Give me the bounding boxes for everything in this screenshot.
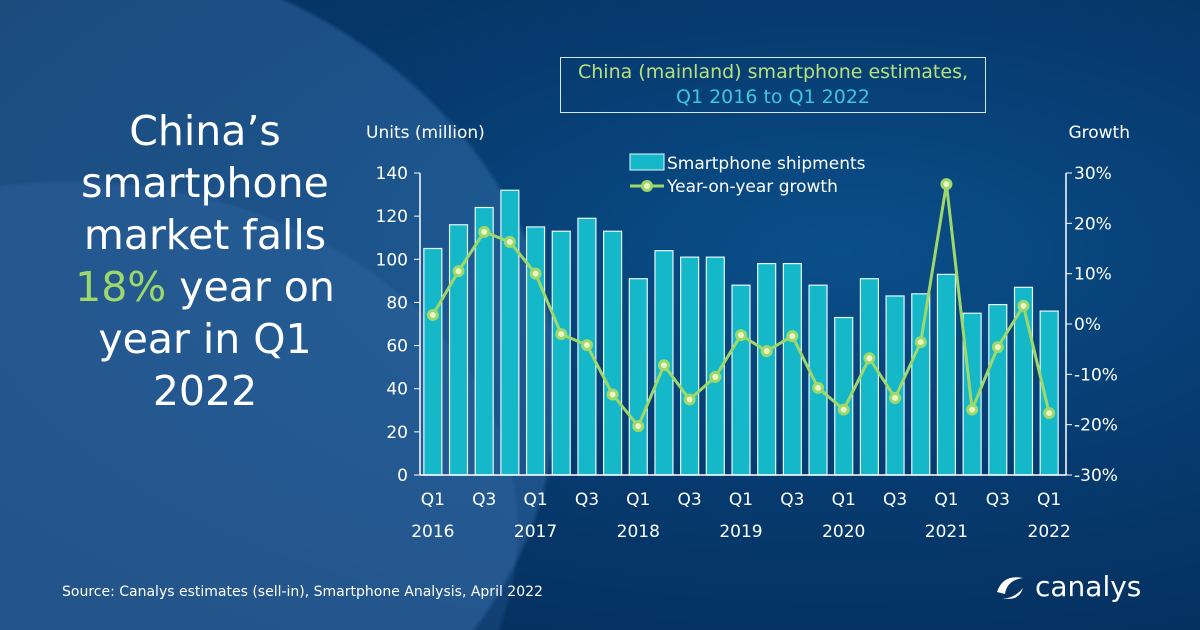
- bar-shipments: [782, 263, 802, 476]
- growth-point: [837, 403, 850, 416]
- headline-line: China’s: [129, 107, 281, 155]
- y-axis-label: Units (million): [366, 123, 485, 143]
- x-tick-label: Q1: [1037, 490, 1061, 510]
- x-tick-label: Q1: [832, 490, 856, 510]
- growth-point: [735, 329, 747, 342]
- y2-tick-label: 30%: [1074, 164, 1112, 184]
- headline-line: 2022: [152, 367, 258, 415]
- bar-shipments: [859, 278, 879, 476]
- bar-shipments: [911, 293, 931, 476]
- growth-point: [426, 308, 439, 321]
- bar-shipments: [603, 230, 623, 476]
- bar-shipments: [680, 256, 700, 476]
- growth-point: [786, 330, 799, 343]
- bar-shipments: [988, 303, 1008, 476]
- growth-point: [940, 178, 953, 191]
- growth-point: [1017, 299, 1030, 312]
- y2-tick-label: -30%: [1074, 466, 1118, 486]
- growth-point: [991, 341, 1004, 354]
- growth-point: [863, 352, 876, 365]
- y2-tick-label: -10%: [1074, 365, 1118, 385]
- canalys-logo: canalys: [993, 570, 1141, 603]
- growth-point: [555, 328, 568, 341]
- y-tick-label: 0: [397, 466, 408, 486]
- growth-point: [529, 267, 542, 280]
- bar-shipments: [808, 284, 828, 476]
- chart-title-box: China (mainland) smartphone estimates, Q…: [560, 57, 986, 113]
- y2-axis-label: Growth: [1068, 123, 1130, 143]
- headline: China’s smartphone market falls 18% year…: [40, 105, 370, 417]
- growth-point: [503, 235, 516, 248]
- x-tick-label: Q3: [678, 490, 702, 510]
- growth-point: [606, 388, 619, 401]
- headline-line: market falls: [83, 211, 327, 259]
- y-tick-label: 140: [376, 164, 408, 184]
- growth-point: [657, 359, 670, 372]
- legend-line-marker: [641, 180, 653, 192]
- chart-title: China (mainland) smartphone estimates,: [577, 61, 969, 83]
- x-tick-label: Q3: [575, 490, 599, 510]
- growth-point: [683, 393, 696, 406]
- growth-point: [760, 345, 773, 358]
- growth-point: [1043, 407, 1056, 420]
- legend-bar-swatch: [629, 153, 665, 171]
- y-tick-label: 20: [386, 423, 408, 443]
- legend-label: Year-on-year growth: [666, 177, 838, 197]
- x-tick-year: 2020: [822, 522, 865, 542]
- x-tick-year: 2021: [925, 522, 968, 542]
- bar-shipments: [551, 230, 571, 476]
- x-tick-year: 2017: [514, 522, 557, 542]
- x-tick-year: 2016: [411, 522, 454, 542]
- bar-shipments: [936, 273, 957, 476]
- headline-line: smartphone: [81, 159, 329, 207]
- growth-point: [812, 381, 825, 394]
- x-tick-label: Q1: [626, 490, 650, 510]
- y-tick-label: 120: [376, 207, 408, 227]
- canalys-logo-icon: [997, 576, 1023, 599]
- growth-point: [889, 391, 902, 404]
- bar-shipments: [474, 206, 494, 476]
- growth-point: [478, 225, 491, 238]
- bar-shipments: [500, 189, 520, 476]
- x-tick-label: Q3: [472, 490, 496, 510]
- growth-point: [914, 336, 927, 349]
- x-tick-label: Q3: [780, 490, 804, 510]
- x-tick-label: Q1: [421, 490, 445, 510]
- source-note: Source: Canalys estimates (sell-in), Sma…: [62, 584, 543, 600]
- headline-highlight: 18%: [75, 263, 167, 311]
- x-tick-label: Q3: [883, 490, 907, 510]
- y-tick-label: 100: [376, 250, 408, 270]
- x-tick-label: Q1: [729, 490, 753, 510]
- chart-subtitle: Q1 2016 to Q1 2022: [675, 86, 871, 108]
- bar-shipments: [628, 278, 648, 476]
- bar-shipments: [731, 284, 751, 476]
- y2-tick-label: 0%: [1074, 315, 1101, 335]
- x-tick-year: 2018: [617, 522, 660, 542]
- growth-point: [580, 339, 593, 352]
- growth-point: [966, 403, 979, 416]
- y-tick-label: 40: [386, 380, 408, 400]
- y2-tick-label: 20%: [1074, 214, 1112, 234]
- y-tick-label: 60: [386, 337, 408, 357]
- legend-label: Smartphone shipments: [667, 154, 866, 174]
- y2-tick-label: -20%: [1074, 416, 1118, 436]
- growth-point: [632, 420, 645, 433]
- growth-point: [452, 265, 465, 278]
- bar-shipments: [757, 263, 777, 476]
- headline-line: year in Q1: [98, 315, 312, 363]
- x-tick-label: Q1: [523, 490, 547, 510]
- x-tick-label: Q3: [986, 490, 1010, 510]
- x-tick-label: Q1: [934, 490, 958, 510]
- y2-tick-label: 10%: [1074, 265, 1112, 285]
- bar-shipments: [423, 247, 443, 476]
- headline-line: year on: [166, 263, 335, 311]
- x-tick-year: 2019: [719, 522, 762, 542]
- logo-text: canalys: [1035, 570, 1142, 603]
- y-tick-label: 80: [386, 293, 408, 313]
- growth-point: [709, 370, 722, 383]
- x-tick-year: 2022: [1028, 522, 1071, 542]
